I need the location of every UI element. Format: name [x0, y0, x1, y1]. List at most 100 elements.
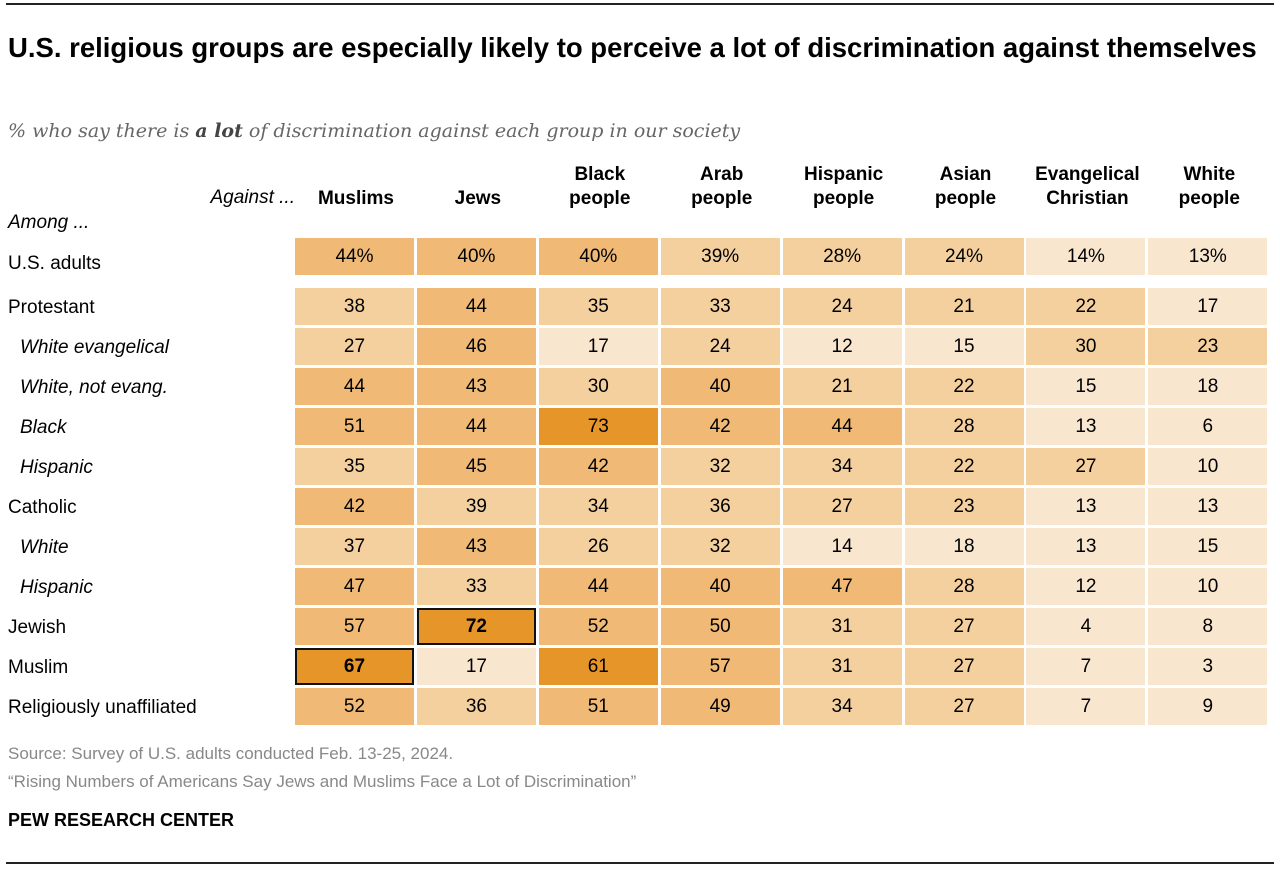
heatmap-cell: 12: [1026, 568, 1146, 605]
heatmap-cell: 13%: [1148, 238, 1268, 275]
column-header: Evangelical Christian: [1035, 164, 1140, 209]
heatmap-cell: 17: [538, 328, 658, 365]
row-label: White, not evang.: [20, 377, 168, 398]
column-header: Black people: [569, 164, 631, 209]
heatmap-cell: 36: [660, 488, 780, 525]
heatmap-cell: 50: [660, 608, 780, 645]
row-label: Catholic: [8, 497, 77, 518]
heatmap-cell: 6: [1148, 408, 1268, 445]
heatmap-cell: 13: [1026, 528, 1146, 565]
heatmap-cell: 44%: [295, 238, 414, 275]
heatmap-cell: 44: [295, 368, 414, 405]
row-label: Jewish: [8, 617, 67, 638]
heatmap-cell: 15: [1148, 528, 1268, 565]
row-label: Hispanic: [20, 577, 93, 598]
heatmap-cell: 33: [416, 568, 536, 605]
heatmap-cell: 40: [660, 568, 780, 605]
heatmap-cell: 22: [904, 368, 1024, 405]
heatmap-cell: 3: [1148, 648, 1268, 685]
heatmap-cell: 27: [904, 608, 1024, 645]
heatmap-cell: 9: [1148, 688, 1268, 725]
heatmap-cell: 14%: [1026, 238, 1146, 275]
heatmap-cell: 34: [782, 688, 902, 725]
chart-title: U.S. religious groups are especially lik…: [8, 32, 1257, 63]
subtitle-text-end: of discrimination against each group in …: [242, 120, 741, 142]
heatmap-cell: 45: [416, 448, 536, 485]
heatmap-cell: 42: [538, 448, 658, 485]
heatmap-cell: 34: [538, 488, 658, 525]
heatmap-cell: 52: [538, 608, 658, 645]
heatmap-cell: 67: [295, 648, 414, 685]
heatmap-cell: 27: [904, 648, 1024, 685]
heatmap-cell: 57: [660, 648, 780, 685]
heatmap-cell: 44: [782, 408, 902, 445]
heatmap-cell: 24: [660, 328, 780, 365]
heatmap-cell: 7: [1026, 648, 1146, 685]
heatmap-cell: 13: [1148, 488, 1268, 525]
column-header: Jews: [454, 188, 502, 209]
report-title: “Rising Numbers of Americans Say Jews an…: [8, 772, 637, 791]
chart-subtitle: % who say there is a lot of discriminati…: [8, 120, 740, 142]
heatmap-cell: 61: [538, 648, 658, 685]
heatmap-cell: 36: [416, 688, 536, 725]
heatmap-cell: 27: [295, 328, 414, 365]
row-label: White: [20, 537, 69, 558]
heatmap-cell: 10: [1148, 568, 1268, 605]
heatmap-cell: 51: [295, 408, 414, 445]
heatmap-cell: 18: [904, 528, 1024, 565]
heatmap-cell: 35: [295, 448, 414, 485]
row-axis-label: Among ...: [8, 212, 90, 233]
row-label: U.S. adults: [8, 253, 101, 274]
heatmap-cell: 17: [1148, 288, 1268, 325]
heatmap-cell: 31: [782, 608, 902, 645]
heatmap-cell: 32: [660, 528, 780, 565]
heatmap-cell: 38: [295, 288, 414, 325]
heatmap-cell: 32: [660, 448, 780, 485]
heatmap-cell: 49: [660, 688, 780, 725]
heatmap-cell: 22: [904, 448, 1024, 485]
heatmap-cell: 43: [416, 528, 536, 565]
heatmap-cell: 26: [538, 528, 658, 565]
heatmap-cell: 39: [416, 488, 536, 525]
heatmap-cell: 13: [1026, 488, 1146, 525]
heatmap-cell: 72: [416, 608, 536, 645]
column-header: Muslims: [317, 188, 395, 209]
heatmap-cell: 42: [295, 488, 414, 525]
heatmap-cell: 30: [538, 368, 658, 405]
heatmap-cell: 12: [782, 328, 902, 365]
bottom-rule: [6, 862, 1274, 864]
heatmap-cell: 44: [538, 568, 658, 605]
heatmap-cell: 40%: [416, 238, 536, 275]
heatmap-cell: 35: [538, 288, 658, 325]
column-header: Hispanic people: [803, 164, 884, 209]
row-label: Black: [20, 417, 67, 438]
heatmap-cell: 23: [1148, 328, 1268, 365]
heatmap-cell: 10: [1148, 448, 1268, 485]
heatmap-cell: 40%: [538, 238, 658, 275]
row-label: Hispanic: [20, 457, 93, 478]
heatmap-cell: 7: [1026, 688, 1146, 725]
heatmap-cell: 15: [904, 328, 1024, 365]
heatmap-cell: 52: [295, 688, 414, 725]
row-label: Religiously unaffiliated: [8, 697, 197, 718]
heatmap-cell: 39%: [660, 238, 780, 275]
column-header: Asian people: [934, 164, 997, 209]
heatmap-cell: 24%: [904, 238, 1024, 275]
heatmap-cell: 47: [782, 568, 902, 605]
column-header: Arab people: [691, 164, 753, 209]
heatmap-cell: 24: [782, 288, 902, 325]
heatmap-cell: 4: [1026, 608, 1146, 645]
heatmap-cell: 34: [782, 448, 902, 485]
heatmap-cell: 21: [904, 288, 1024, 325]
heatmap-cell: 47: [295, 568, 414, 605]
heatmap-cell: 27: [904, 688, 1024, 725]
heatmap-cell: 57: [295, 608, 414, 645]
heatmap-cell: 42: [660, 408, 780, 445]
subtitle-bold: a lot: [195, 120, 243, 142]
heatmap-cell: 46: [416, 328, 536, 365]
heatmap-cell: 15: [1026, 368, 1146, 405]
heatmap-cell: 28: [904, 408, 1024, 445]
subtitle-text: % who say there is: [8, 120, 196, 142]
heatmap-cell: 27: [1026, 448, 1146, 485]
